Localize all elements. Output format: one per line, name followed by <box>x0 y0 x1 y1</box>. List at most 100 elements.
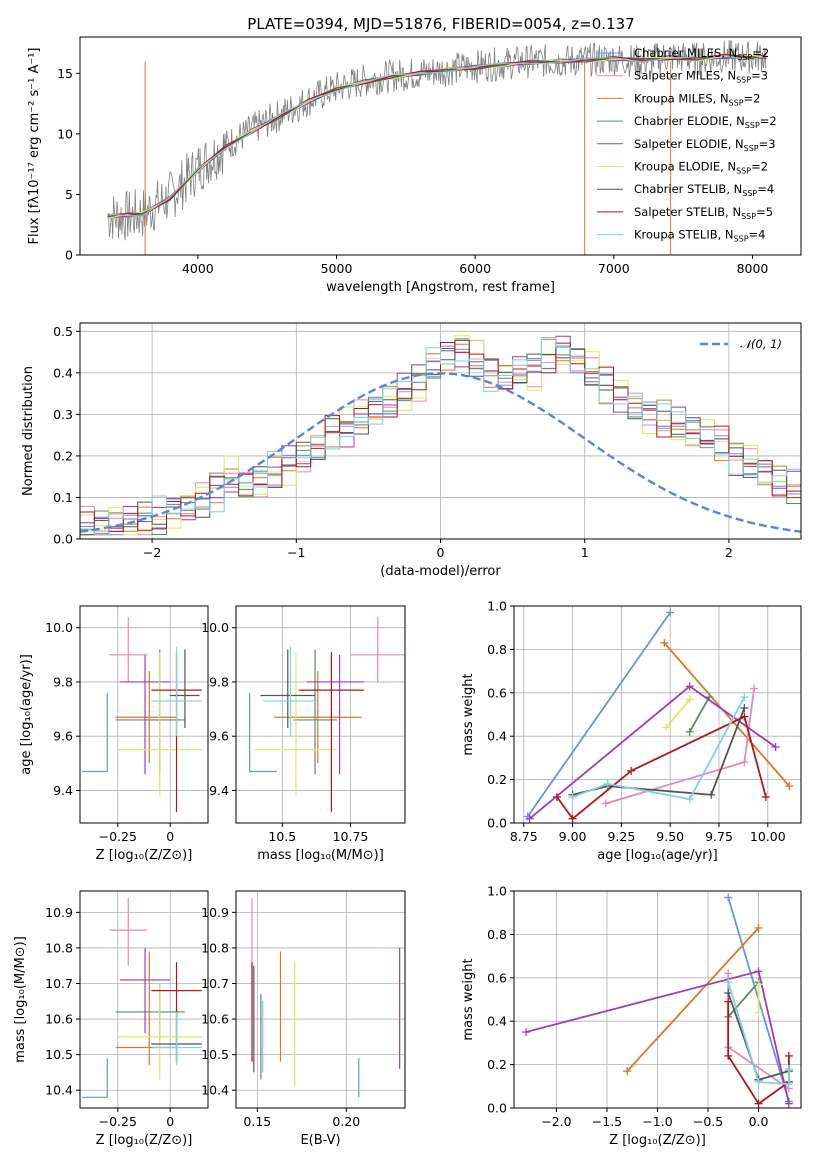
y-tick-label: 15 <box>57 66 73 81</box>
axes-frame <box>79 890 209 1109</box>
y-tick-label: 0.0 <box>487 1101 507 1116</box>
x-tick-label: 0 <box>166 1114 174 1129</box>
y-tick-label: 0.4 <box>487 1014 507 1029</box>
y-tick-label: 0.1 <box>53 490 73 505</box>
y-tick-label: 10.9 <box>45 905 73 920</box>
y-tick-label: 10.7 <box>201 976 229 991</box>
legend-label: Kroupa MILES, NSSP=2 <box>634 91 760 107</box>
legend-text: =3 <box>759 137 776 151</box>
y-axis-label: mass weight <box>461 958 476 1040</box>
chart-age-vs-Z: −0.25 0 9.4 9.6 9.8 10.0 Z [log₁₀(Z/Z⊙)] age [l… <box>19 605 209 863</box>
chart-spectrum: 4000 5000 6000 7000 8000 0 5 10 15 wavelength [An… <box>27 36 802 295</box>
x-tick-label: 10.00 <box>750 829 786 844</box>
plot-area <box>522 893 793 1108</box>
y-tick-label: 10.5 <box>45 1047 73 1062</box>
legend-text: =4 <box>749 228 766 242</box>
y-axis-label: Flux [fλ10⁻¹⁷ erg cm⁻² s⁻¹ A⁻¹] <box>27 48 42 245</box>
legend-label: 𝒩(0, 1) <box>740 337 782 351</box>
legend-label: Kroupa STELIB, NSSP=4 <box>634 228 765 244</box>
weight-line <box>605 688 755 805</box>
x-tick-label: −1.0 <box>642 1114 672 1129</box>
y-tick-label: 10.6 <box>45 1012 73 1027</box>
legend-label: Chabrier ELODIE, NSSP=2 <box>634 114 777 130</box>
x-axis-label: wavelength [Angstrom, rest frame] <box>326 280 555 295</box>
weight-line <box>727 981 760 1018</box>
legend-subscript: SSP <box>745 121 760 130</box>
weight-line <box>727 981 790 1086</box>
x-tick-label: −1.5 <box>592 1114 622 1129</box>
y-tick-label: 10 <box>57 126 73 141</box>
x-tick-label: 10.75 <box>333 829 369 844</box>
weight-line <box>526 611 671 818</box>
y-tick-label: 0.2 <box>487 1057 507 1072</box>
y-tick-label: 9.4 <box>53 783 73 798</box>
y-tick-label: 10.0 <box>201 620 229 635</box>
chart-mass-vs-Z: −0.25 0 10.4 10.5 10.6 10.7 10.8 10.9 Z [log₁₀(Z… <box>13 890 209 1148</box>
y-tick-label: 0.4 <box>487 729 507 744</box>
x-axis-label: (data-model)/error <box>380 564 501 579</box>
weight-line <box>663 642 790 787</box>
y-tick-label: 0.6 <box>487 970 507 985</box>
legend-text: Chabrier STELIB, N <box>634 182 742 196</box>
x-tick-label: 9.50 <box>656 829 684 844</box>
y-tick-label: 10.7 <box>45 976 73 991</box>
legend-text: Kroupa MILES, N <box>634 91 729 105</box>
chart-mass-weight-vs-age: 8.75 9.00 9.25 9.50 9.75 10.00 0.0 0.2 0.4 0.6 0.8… <box>461 599 802 863</box>
legend-subscript: SSP <box>734 235 749 244</box>
y-tick-label: 9.8 <box>209 674 229 689</box>
legend-text: Kroupa STELIB, N <box>634 228 734 242</box>
x-tick-label: −1 <box>287 545 305 560</box>
y-tick-label: 9.6 <box>209 729 229 744</box>
legend-text: Kroupa ELODIE, N <box>634 160 736 174</box>
y-tick-label: 10.6 <box>201 1012 229 1027</box>
x-tick-label: 4000 <box>182 261 214 276</box>
legend-text: =3 <box>751 69 768 83</box>
legend-text: =2 <box>752 46 769 60</box>
y-tick-label: 0.5 <box>53 324 73 339</box>
plot-area <box>80 335 801 536</box>
axes-frame <box>235 605 406 824</box>
plot-area <box>523 608 794 823</box>
y-tick-label: 9.6 <box>53 729 73 744</box>
legend-label: Chabrier MILES, NSSP=2 <box>634 46 769 62</box>
legend-text: =2 <box>760 114 777 128</box>
histogram-step <box>80 337 801 536</box>
x-tick-label: 9.00 <box>559 829 587 844</box>
legend-subscript: SSP <box>729 98 744 107</box>
chart-age-vs-mass: 10.5 10.75 9.4 9.6 9.8 10.0 mass [log₁₀(M/M⊙)] <box>201 605 406 863</box>
legend-subscript: SSP <box>741 212 756 221</box>
figure-title: PLATE=0394, MJD=51876, FIBERID=0054, z=0… <box>247 15 634 33</box>
legend-label: Salpeter MILES, NSSP=3 <box>634 69 768 85</box>
histogram-step <box>80 339 801 536</box>
legend-text: Salpeter STELIB, N <box>634 205 741 219</box>
x-axis-label: Z [log₁₀(Z/Z⊙)] <box>96 1133 193 1148</box>
x-tick-label: −0.25 <box>99 1114 137 1129</box>
legend-text: =2 <box>751 160 768 174</box>
legend-subscript: SSP <box>742 189 757 198</box>
plot-area <box>249 616 405 813</box>
axes-frame <box>513 605 802 824</box>
y-axis-label: mass [log₁₀(M/M⊙)] <box>13 936 28 1063</box>
y-tick-label: 0.2 <box>53 448 73 463</box>
y-tick-label: 10.8 <box>45 940 73 955</box>
axes-frame <box>79 605 209 824</box>
x-tick-label: 1 <box>581 545 589 560</box>
y-tick-label: 10.8 <box>201 940 229 955</box>
histogram-step <box>80 335 801 536</box>
x-axis-label: Z [log₁₀(Z/Z⊙)] <box>609 1133 706 1148</box>
chart-residuals: −2 −1 0 1 2 0.0 0.1 0.2 0.3 0.4 0.5 (data-model)/er… <box>21 322 802 579</box>
legend-text: =4 <box>757 182 774 196</box>
x-tick-label: 5000 <box>321 261 353 276</box>
legend-text: Salpeter ELODIE, N <box>634 137 744 151</box>
x-tick-label: −0.5 <box>693 1114 723 1129</box>
y-tick-label: 0 <box>65 248 73 263</box>
y-tick-label: 0.8 <box>487 927 507 942</box>
x-tick-label: 10.5 <box>268 829 296 844</box>
x-axis-label: age [log₁₀(age/yr)] <box>597 848 718 863</box>
y-tick-label: 10.0 <box>45 620 73 635</box>
x-axis-label: E(B-V) <box>300 1133 340 1148</box>
y-tick-label: 10.4 <box>201 1083 229 1098</box>
x-tick-label: 9.25 <box>607 829 635 844</box>
y-axis-label: mass weight <box>461 673 476 755</box>
